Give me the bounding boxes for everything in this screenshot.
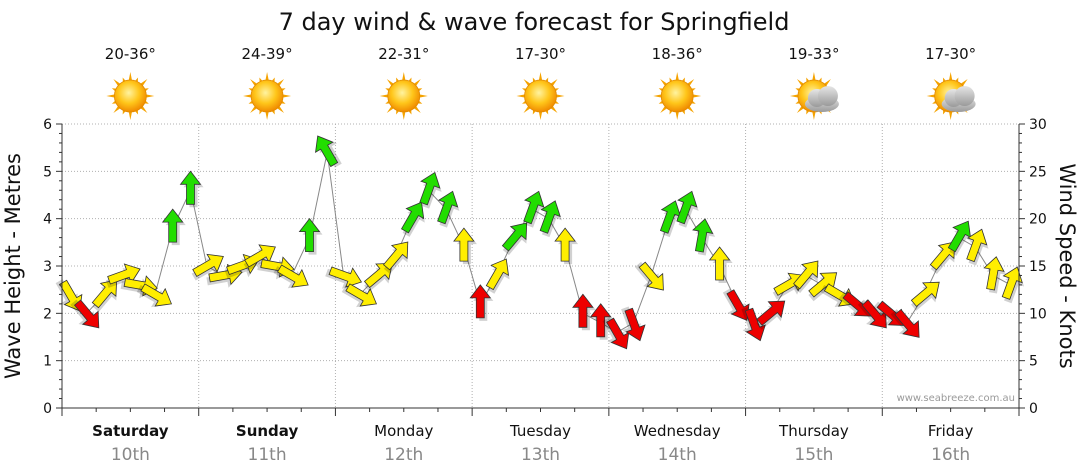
y-tick-label-left: 0 [43,401,52,417]
wind-arrow [741,306,766,342]
day-name: Saturday [92,422,169,440]
sun-icon [106,72,155,120]
day-temperature: 17-30° [925,45,976,63]
y-tick-label-left: 2 [43,306,52,322]
day-date: 14th [658,445,697,465]
wind-arrow [910,281,940,311]
wind-arrow [70,299,100,329]
wind-arrow [793,260,819,294]
wind-arrow [554,227,579,265]
y-axis-left-label: Wave Height - Metres [1,153,25,379]
day-date: 15th [794,445,833,465]
day-date: 16th [931,445,970,465]
partly-cloudy-icon [789,72,839,120]
sun-icon [379,72,428,120]
wind-arrow [453,227,477,265]
day-name: Wednesday [634,422,721,440]
wind-arrow [179,170,204,208]
day-date: 13th [521,445,560,465]
day-name: Thursday [778,422,849,440]
wind-arrow [589,303,614,340]
wind-arrow [315,135,342,168]
y-tick-label-left: 4 [43,212,52,228]
wind-arrow [419,171,442,209]
y-axis-right-label: Wind Speed - Knots [1055,163,1079,368]
wind-arrow [621,306,646,342]
y-tick-label-right: 10 [1029,306,1047,322]
wind-arrow [136,283,173,308]
partly-cloudy-icon [926,72,976,120]
wind-arrow [91,279,118,312]
wind-arrow [191,253,224,281]
day-temperature: 20-36° [105,45,156,63]
wind-arrow [382,241,409,275]
wind-arrow [722,288,750,321]
wind-arrow [341,283,378,308]
wind-arrow [298,217,323,255]
sun-icon [516,72,565,120]
day-date: 12th [384,445,423,465]
day-temperature: 17-30° [515,45,566,63]
wind-arrow [692,218,716,256]
day-name: Friday [928,422,974,440]
wind-arrow [273,264,309,289]
wind-arrow [756,300,786,330]
sun-icon [653,72,702,120]
axes: 0 1 2 3 4 5 6 0 5 10 15 20 25 30 [43,117,1047,417]
watermark: www.seabreeze.com.au [897,393,1015,404]
y-tick-label-right: 15 [1029,259,1047,275]
day-name: Monday [374,422,433,440]
wind-arrow [501,222,528,256]
y-tick-label-right: 30 [1029,117,1047,133]
sun-icon [243,72,292,120]
wind-arrow [523,190,546,228]
wind-arrow [966,228,989,266]
wind-arrow [469,284,494,321]
wind-arrow [659,200,683,238]
y-tick-label-right: 25 [1029,164,1047,180]
x-axis-labels: Saturday 10th Sunday 11th Monday 12th Tuesday 1… [92,422,973,465]
day-temperature: 22-31° [378,45,429,63]
wind-arrow [983,256,1007,294]
wind-arrow [325,266,363,289]
y-tick-label-left: 3 [43,259,52,275]
y-tick-label-left: 5 [43,164,52,180]
wind-arrow [400,201,425,237]
wind-arrow [708,246,733,283]
wind-arrow [539,200,562,238]
day-header-row: 20-36° 24-39° 22-31° 17-30° 18-36° 19-33° 17-3… [105,45,976,120]
wind-arrow [437,190,460,228]
y-tick-label-right: 5 [1029,354,1038,370]
day-temperature: 18-36° [652,45,703,63]
chart-title: 7 day wind & wave forecast for Springfie… [279,8,790,36]
wind-arrow [485,258,510,294]
day-date: 11th [248,445,287,465]
wind-arrow [363,262,393,292]
wind-arrow [676,190,699,228]
day-name: Sunday [236,422,299,440]
wind-arrow [161,208,186,246]
day-temperature: 19-33° [788,45,839,63]
wind-arrow [890,308,920,338]
day-name: Tuesday [509,422,571,440]
wind-arrows-layer [55,135,1025,350]
wind-arrow [572,293,596,331]
y-tick-label-left: 1 [43,354,52,370]
day-date: 10th [111,445,150,465]
wind-arrow [929,241,956,275]
y-tick-label-right: 20 [1029,212,1047,228]
wind-arrow [634,261,664,291]
y-tick-label-right: 0 [1029,401,1038,417]
y-tick-label-left: 6 [43,117,52,133]
day-temperature: 24-39° [242,45,293,63]
